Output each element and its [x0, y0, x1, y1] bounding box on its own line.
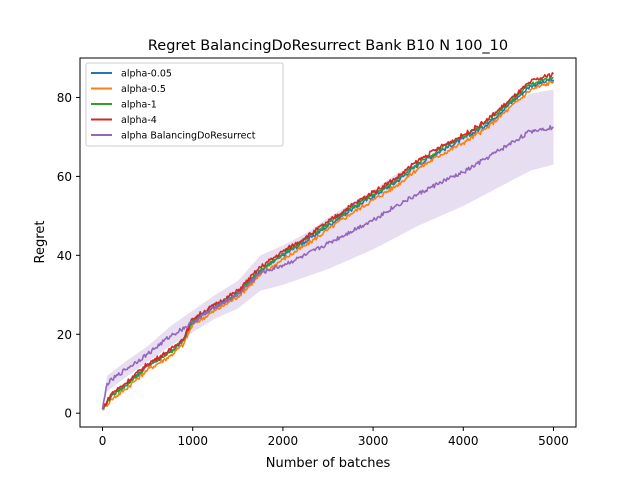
x-tick-label: 3000: [358, 434, 389, 448]
y-tick-label: 80: [57, 91, 72, 105]
x-axis-label: Number of batches: [266, 456, 391, 471]
series-line-alpha-4: [101, 72, 555, 410]
y-tick-label: 40: [57, 249, 72, 263]
y-tick-label: 0: [64, 407, 72, 421]
legend-frame: [85, 62, 284, 147]
legend-label-alpha-1: alpha-1: [121, 100, 157, 111]
confidence-bands: [102, 89, 554, 412]
plot-frame: [79, 57, 577, 428]
series-line-alpha-0-5: [102, 80, 555, 411]
y-tick-label: 60: [57, 170, 72, 184]
legend-label-alpha-0-05: alpha-0.05: [121, 69, 172, 80]
x-axis-ticks: 0 1000 2000 3000 4000 5000: [99, 427, 569, 448]
x-tick-label: 0: [99, 434, 107, 448]
legend-label-alpha-balancingdoresurrect: alpha BalancingDoResurrect: [121, 131, 256, 142]
x-tick-label: 5000: [538, 434, 569, 448]
x-tick-label: 2000: [268, 434, 299, 448]
band-alpha-balancingdoresurrect: [102, 89, 554, 412]
x-tick-label: 1000: [177, 434, 208, 448]
x-tick-label: 4000: [448, 434, 479, 448]
y-axis-ticks: 0 20 40 60 80: [57, 91, 80, 421]
legend: alpha-0.05 alpha-0.5 alpha-1 alpha-4 alpha B…: [85, 62, 284, 147]
series-lines: [101, 72, 555, 411]
legend-label-alpha-4: alpha-4: [121, 115, 157, 126]
legend-label-alpha-0-5: alpha-0.5: [121, 84, 166, 95]
y-tick-label: 20: [57, 328, 72, 342]
chart-title: Regret BalancingDoResurrect Bank B10 N 1…: [148, 38, 508, 54]
series-line-alpha-balancingdoresurrect: [101, 125, 554, 410]
y-axis-label: Regret: [33, 221, 48, 264]
